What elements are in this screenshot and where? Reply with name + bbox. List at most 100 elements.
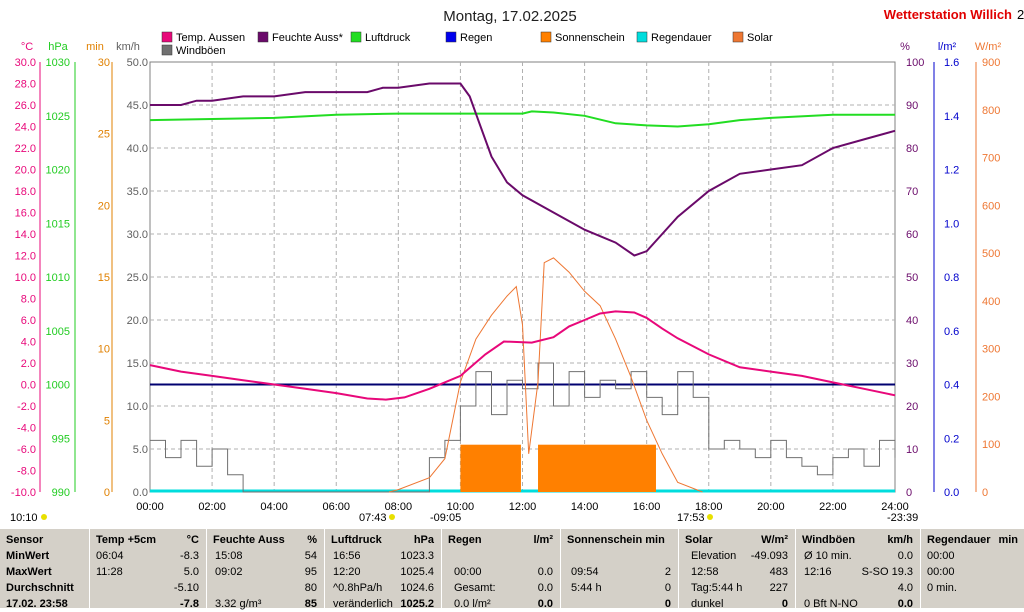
stats-value: l/m² (533, 534, 553, 546)
stats-row: Gesamt: 0.0 (442, 581, 559, 596)
sunshine-tick: 5 (104, 415, 110, 427)
pressure-tick: 1030 (46, 57, 70, 69)
x-tick: 24:00 (881, 501, 909, 513)
legend-swatch (732, 31, 744, 43)
stats-value: min (998, 534, 1018, 546)
legend-label: Sonnenschein (555, 32, 625, 44)
stats-label: Regendauer (927, 534, 991, 546)
stats-row: Tag:5:44 h 227 (679, 581, 794, 596)
stats-row: 0.0 l/m² 0.0 (442, 597, 559, 612)
stats-row: 09:02 95 (207, 565, 323, 580)
pressure-tick: 1025 (46, 111, 70, 123)
stats-row: MaxWert (0, 565, 88, 580)
stats-label: Tag:5:44 h (691, 582, 743, 594)
stats-value: -8.3 (180, 550, 199, 562)
stats-row: 15:08 54 (207, 549, 323, 564)
temp-tick: 8.0 (21, 294, 36, 306)
humidity-tick: 40 (906, 315, 918, 327)
stats-row: 00:00 (921, 549, 1024, 564)
wind-tick: 40.0 (127, 143, 148, 155)
station-name: Wetterstation Willich (884, 7, 1012, 22)
stats-row (561, 549, 677, 564)
sunshine-tick: 0 (104, 487, 110, 499)
legend-label: Temp. Aussen (176, 32, 245, 44)
stats-row: -7.8 (90, 597, 205, 612)
stats-label: Luftdruck (331, 534, 382, 546)
stats-label: 06:04 (96, 550, 124, 562)
pressure-tick: 1015 (46, 218, 70, 230)
solar-tick: 700 (982, 153, 1000, 165)
temp-unit: °C (21, 41, 33, 53)
stats-row: Ø 10 min. 0.0 (796, 549, 919, 564)
stats-label: MinWert (6, 550, 50, 562)
humidity-tick: 70 (906, 186, 918, 198)
temp-tick: -4.0 (17, 423, 36, 435)
temp-tick: 14.0 (15, 229, 36, 241)
temp-tick: -2.0 (17, 401, 36, 413)
temp-aussen-series-line (149, 310, 896, 401)
rain-tick: 1.6 (944, 57, 959, 69)
x-tick: 16:00 (633, 501, 661, 513)
x-tick: 02:00 (198, 501, 226, 513)
stats-row: 0 (561, 597, 677, 612)
wind-tick: 20.0 (127, 315, 148, 327)
stats-label: Ø 10 min. (804, 550, 852, 562)
stats-row: 11:28 5.0 (90, 565, 205, 580)
stats-column-temp: Temp +5cm °C 06:04 -8.3 11:28 5.0 -5.10 -7.8 (89, 529, 205, 610)
axis-ticks: 30.0 28.0 26.0 24.0 22.0 20.0 18.0 16.0 14.0 12.0… (11, 57, 1000, 513)
solar-tick: 900 (982, 57, 1000, 69)
stats-value: 227 (769, 582, 788, 594)
rain-tick: 0.6 (944, 326, 959, 338)
wind-tick: 15.0 (127, 358, 148, 370)
humidity-tick: 60 (906, 229, 918, 241)
x-tick: 06:00 (322, 501, 350, 513)
stats-header: Solar W/m² (679, 533, 794, 548)
humidity-tick: 80 (906, 143, 918, 155)
series-lines (149, 82, 896, 493)
rain-tick: 0.0 (944, 487, 959, 499)
stats-row: 80 (207, 581, 323, 596)
stats-value: 0 (781, 598, 788, 610)
x-tick: 12:00 (509, 501, 537, 513)
stats-label: 12:16 (804, 566, 832, 578)
stats-row: 4.0 (796, 581, 919, 596)
legend-label: Feuchte Auss* (272, 32, 344, 44)
stats-value: 0.0 (537, 598, 553, 610)
temp-tick: 18.0 (15, 186, 36, 198)
stats-label: Gesamt: (454, 582, 496, 594)
stats-label: Regen (448, 534, 482, 546)
temp-tick: 28.0 (15, 79, 36, 91)
legend-label: Solar (747, 32, 773, 44)
stats-label: 0.0 l/m² (454, 598, 491, 610)
sunshine-bar (460, 444, 521, 492)
pressure-tick: 1010 (46, 272, 70, 284)
sunshine-tick: 20 (98, 200, 110, 212)
stats-label: 3.32 g/m³ (215, 598, 262, 610)
stats-column-humidity: Feuchte Auss% 15:08 54 09:02 95 80 3.32 g/m³ 85 (206, 529, 323, 610)
temp-tick: 4.0 (21, 337, 36, 349)
rain-tick: 0.2 (944, 433, 959, 445)
legend-swatch (161, 44, 173, 56)
wind-tick: 50.0 (127, 57, 148, 69)
stats-value: -49.093 (750, 550, 788, 562)
stats-label: 00:00 (927, 566, 955, 578)
stats-column-sensor: Sensor MinWert MaxWert Durchschnitt 17.02. 2… (0, 529, 88, 610)
stats-header: Luftdruck hPa (325, 533, 440, 548)
stats-header: Temp +5cm °C (90, 533, 205, 548)
sunset-icon (707, 514, 713, 520)
stats-label: Elevation (691, 550, 737, 562)
sun-marker-icon (41, 514, 47, 520)
stats-value: 1023.3 (400, 550, 434, 562)
stats-label: Sonnenschein min (567, 534, 665, 546)
stats-header: Sonnenschein min (561, 533, 677, 548)
humidity-tick: 10 (906, 444, 918, 456)
stats-row: 00:00 0.0 (442, 565, 559, 580)
stats-value: 2 (664, 566, 671, 578)
legend-label: Regendauer (651, 32, 712, 44)
stats-label: 16:56 (333, 550, 361, 562)
stats-row: 0 min. (921, 581, 1024, 596)
stats-label: Temp +5cm (96, 534, 157, 546)
rain-unit: l/m² (938, 41, 957, 53)
legend-label: Windböen (176, 45, 226, 57)
stats-label: 00:00 (927, 550, 955, 562)
